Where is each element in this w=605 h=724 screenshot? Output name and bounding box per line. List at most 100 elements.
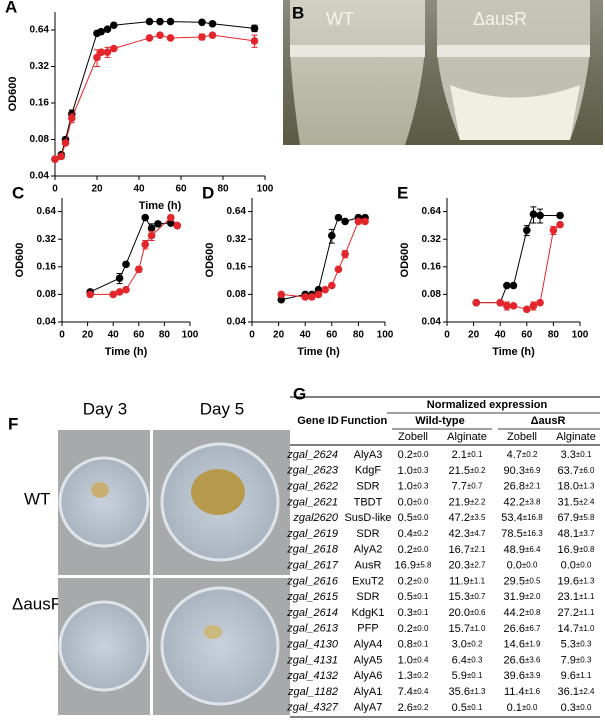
- subheader: Zobell: [507, 431, 537, 443]
- panel-letter: F: [8, 414, 18, 433]
- function: AusR: [355, 560, 382, 572]
- gene-id: zgal_2624: [286, 449, 338, 461]
- mean: 0.2: [398, 544, 413, 556]
- expression-cell: 23.1±1.1: [558, 591, 595, 603]
- expression-cell: 20.3±2.7: [449, 560, 486, 572]
- x-tick-label: 60: [326, 330, 338, 341]
- expression-cell: 0.5±0.0: [398, 512, 429, 524]
- expression-cell: 0.2±0.0: [398, 575, 429, 587]
- mean: 0.5: [398, 512, 413, 524]
- mean: 11.9: [449, 575, 470, 587]
- expression-cell: 0.0±0.0: [507, 560, 538, 572]
- expression-cell: 63.7±6.0: [558, 465, 595, 477]
- y-tick-label: 0.64: [227, 206, 247, 217]
- petri-dish: [58, 456, 150, 548]
- x-tick-label: 40: [495, 330, 507, 341]
- y-tick-label: 0.64: [422, 206, 442, 217]
- gene-id: zgal_2615: [286, 591, 339, 603]
- series-line: [54, 34, 255, 160]
- sd: ±5.8: [579, 513, 595, 522]
- sd: ±6.9: [525, 466, 541, 475]
- expression-cell: 0.0±0.0: [398, 496, 429, 508]
- mean: 31.9: [504, 591, 525, 603]
- y-tick-label: 0.32: [227, 234, 247, 245]
- expression-cell: 0.5±0.1: [452, 702, 483, 714]
- y-axis-title: OD600: [7, 77, 19, 112]
- expression-cell: 48.9±6.4: [504, 544, 541, 556]
- mean: 1.0: [398, 654, 413, 666]
- mean: 90.3: [504, 465, 525, 477]
- expression-cell: 16.7±2.1: [449, 544, 486, 556]
- function: SDR: [356, 528, 379, 540]
- sd: ±0.8: [579, 545, 595, 554]
- mean: 63.7: [558, 465, 579, 477]
- series-line: [90, 216, 178, 295]
- mean: 5.9: [452, 670, 467, 682]
- function: KdgK1: [351, 607, 384, 619]
- y-tick-label: 0.32: [37, 234, 57, 245]
- expression-cell: 19.6±1.3: [558, 575, 595, 587]
- data-point: [496, 298, 505, 307]
- data-point: [509, 302, 518, 310]
- panel-letter: A: [5, 0, 17, 16]
- sd: ±1.9: [525, 640, 541, 649]
- data-point: [51, 155, 59, 164]
- series-line: [281, 220, 366, 298]
- mean: 0.4: [398, 528, 413, 540]
- expression-cell: 29.5±0.5: [504, 575, 541, 587]
- sd: ±6.0: [579, 466, 595, 475]
- x-tick-label: 20: [468, 330, 480, 341]
- x-tick-label: 20: [91, 184, 103, 195]
- function: SDR: [356, 481, 379, 493]
- sd: ±0.0: [413, 450, 429, 459]
- sd: ±0.1: [467, 671, 483, 680]
- expression-cell: 11.9±1.1: [449, 575, 486, 587]
- sd: ±0.0: [522, 703, 538, 712]
- sd: ±1.1: [470, 577, 486, 586]
- x-tick-label: 40: [108, 330, 120, 341]
- sd: ±0.1: [576, 450, 592, 459]
- mean: 21.5: [449, 465, 470, 477]
- sd: ±0.1: [413, 592, 429, 601]
- data-point: [472, 298, 481, 307]
- y-tick-label: 0.08: [227, 289, 247, 300]
- sd: ±0.4: [413, 687, 429, 696]
- function: PFP: [357, 623, 378, 635]
- expression-cell: 1.3±0.2: [398, 670, 429, 682]
- y-tick-label: 0.64: [37, 206, 57, 217]
- mean: 23.1: [558, 591, 579, 603]
- mean: 42.3: [449, 528, 470, 540]
- x-tick-label: 0: [444, 330, 450, 341]
- sd: ±3.6: [525, 656, 541, 665]
- x-axis-title: Time (h): [297, 346, 340, 358]
- data-point: [135, 265, 143, 274]
- expression-cell: 39.6±3.9: [504, 670, 541, 682]
- mean: 5.3: [561, 639, 576, 651]
- expression-cell: 11.4±1.6: [504, 686, 541, 698]
- data-point: [523, 305, 531, 314]
- mean: 26.6: [504, 623, 525, 635]
- sd: ±1.3: [579, 577, 595, 586]
- sd: ±6.7: [525, 624, 541, 633]
- gene-id: zgal_4131: [286, 654, 338, 666]
- data-point: [503, 302, 511, 310]
- sd: ±0.0: [413, 498, 429, 507]
- sd: ±1.0: [579, 624, 595, 633]
- x-tick-label: 100: [377, 330, 394, 341]
- mean: 16.9: [558, 544, 579, 556]
- sd: ±0.0: [413, 624, 429, 633]
- data-point: [250, 37, 259, 45]
- function: SDR: [356, 591, 379, 603]
- expression-cell: 5.9±0.1: [452, 670, 483, 682]
- mean: 26.8: [504, 481, 525, 493]
- data-point: [208, 31, 217, 39]
- y-tick-label: 0.08: [422, 289, 442, 300]
- sd: ±0.7: [467, 482, 483, 491]
- expression-cell: 7.4±0.4: [398, 686, 429, 698]
- column-header: Gene ID: [297, 415, 339, 427]
- expression-cell: 36.1±2.4: [558, 686, 595, 698]
- sd: ±1.0: [470, 624, 486, 633]
- y-tick-label: 0.04: [422, 317, 442, 328]
- mean: 0.8: [398, 639, 413, 651]
- petri-dish: [58, 600, 150, 692]
